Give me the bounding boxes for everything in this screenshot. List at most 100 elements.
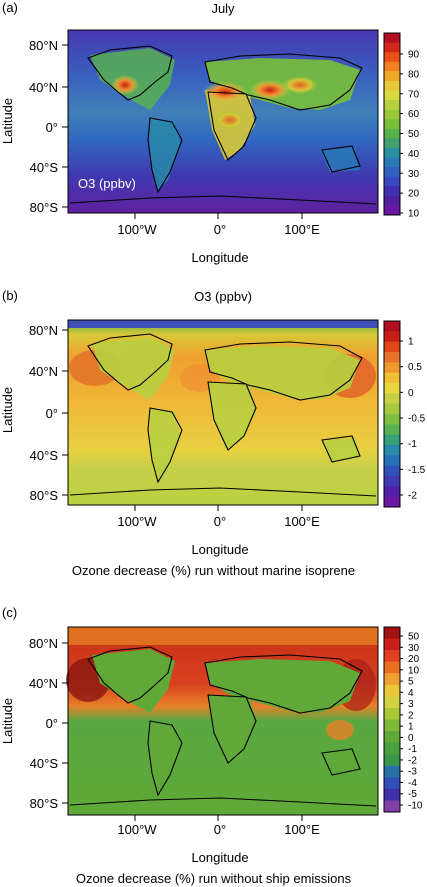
colorbar-tick-label: 80 bbox=[408, 69, 420, 80]
colorbar-tick-label: 70 bbox=[408, 89, 420, 100]
colorbar-segment bbox=[384, 434, 400, 446]
colorbar-segment bbox=[384, 52, 400, 63]
colorbar-tick-label: 20 bbox=[408, 189, 420, 200]
colorbar-segment bbox=[384, 777, 400, 790]
colorbar-border bbox=[383, 626, 401, 813]
colorbar-tick-label: 3 bbox=[408, 699, 414, 710]
colorbar-tick-label: -4 bbox=[408, 778, 417, 789]
colorbar-segment bbox=[384, 42, 400, 53]
colorbar-tick-label: -2 bbox=[408, 491, 417, 502]
colorbar-segment bbox=[384, 638, 400, 651]
colorbar-tick-label: -1 bbox=[408, 439, 417, 450]
x-axis-label: Longitude bbox=[191, 850, 248, 865]
y-tick-label: 0° bbox=[46, 406, 58, 421]
x-tick-label: 100°E bbox=[284, 222, 320, 237]
colorbar-segment bbox=[384, 352, 400, 363]
colorbar-tick-label: 2 bbox=[408, 710, 414, 721]
colorbar-tick-label: 20 bbox=[408, 654, 420, 665]
y-axis: 80°N 40°N 0° 40°S 80°S bbox=[29, 636, 68, 811]
y-axis-label: Latitude bbox=[0, 98, 15, 144]
map-chart: 80°N 40°N 0° 40°S 80°S Latitude 100°W 0°… bbox=[0, 626, 423, 865]
colorbar-tick-label: 40 bbox=[408, 149, 420, 160]
colorbar: 90 80 70 60 50 40 30 20 10 bbox=[383, 32, 420, 220]
colorbar-segment bbox=[384, 742, 400, 755]
x-tick-label: 100°E bbox=[284, 822, 320, 837]
y-tick-label: 80°S bbox=[30, 200, 59, 215]
inner-units-label: O3 (ppbv) bbox=[78, 176, 136, 191]
colorbar-segment bbox=[384, 800, 400, 813]
colorbar-segment bbox=[384, 100, 400, 111]
panel-b: (b) O3 (ppbv) bbox=[0, 288, 427, 588]
panel-caption: Ozone decrease (%) run without ship emis… bbox=[75, 871, 352, 886]
colorbar-segment bbox=[384, 90, 400, 101]
x-tick-label: 100°E bbox=[284, 514, 320, 529]
colorbar-segment bbox=[384, 650, 400, 663]
colorbar-tick-label: 5 bbox=[408, 677, 414, 688]
colorbar-tick-label: 60 bbox=[408, 109, 420, 120]
x-tick-label: 100°W bbox=[117, 514, 157, 529]
y-tick-label: 80°N bbox=[29, 323, 58, 338]
map-chart: 80°N 40°N 0° 40°S 80°S Latitude 100°W 0°… bbox=[0, 29, 420, 265]
y-tick-label: 40°N bbox=[29, 676, 58, 691]
colorbar-segment bbox=[384, 486, 400, 498]
panel-label: (b) bbox=[2, 288, 18, 303]
colorbar-segment bbox=[384, 455, 400, 467]
colorbar-tick-label: -2 bbox=[408, 755, 417, 766]
y-tick-label: 80°S bbox=[30, 488, 59, 503]
colorbar-segment bbox=[384, 754, 400, 767]
colorbar-segment bbox=[384, 765, 400, 778]
colorbar-tick-label: 30 bbox=[408, 169, 420, 180]
y-tick-label: 80°N bbox=[29, 636, 58, 651]
y-axis: 80°N 40°N 0° 40°S 80°S bbox=[29, 323, 68, 503]
colorbar-segment bbox=[384, 372, 400, 384]
panel-label: (c) bbox=[2, 605, 18, 620]
panel-caption: Ozone decrease (%) run without marine is… bbox=[71, 563, 356, 578]
y-tick-label: 80°S bbox=[30, 796, 59, 811]
y-tick-label: 80°N bbox=[29, 38, 58, 53]
map-area bbox=[66, 627, 378, 815]
colorbar-segment bbox=[384, 465, 400, 477]
colorbar-segment bbox=[384, 627, 400, 640]
colorbar-tick-label: -0.5 bbox=[408, 414, 426, 425]
colorbar-segment bbox=[384, 496, 400, 508]
map-area bbox=[68, 30, 378, 213]
colorbar-segment bbox=[384, 33, 400, 44]
x-tick-label: 100°W bbox=[117, 222, 157, 237]
x-axis: 100°W 0° 100°E bbox=[117, 213, 320, 237]
panel-c: (c) bbox=[0, 605, 427, 887]
panel-label: (a) bbox=[2, 0, 18, 15]
colorbar-segment bbox=[384, 696, 400, 709]
y-tick-label: 40°N bbox=[29, 364, 58, 379]
colorbar-segment bbox=[384, 341, 400, 353]
colorbar-segment bbox=[384, 167, 400, 178]
colorbar-tick-label: 1 bbox=[408, 722, 414, 733]
colorbar-segment bbox=[384, 186, 400, 197]
colorbar-segment bbox=[384, 673, 400, 686]
y-tick-label: 40°S bbox=[30, 160, 59, 175]
colorbar-segment bbox=[384, 119, 400, 130]
colorbar-segment bbox=[384, 383, 400, 394]
colorbar-segment bbox=[384, 321, 400, 332]
colorbar-tick-label: 4 bbox=[408, 688, 414, 699]
colorbar-segment bbox=[384, 362, 400, 374]
x-axis: 100°W 0° 100°E bbox=[117, 505, 320, 529]
colorbar-segment bbox=[384, 476, 400, 487]
colorbar-segment bbox=[384, 414, 400, 425]
colorbar-tick-label: 0 bbox=[408, 388, 414, 399]
colorbar-segment bbox=[384, 661, 400, 674]
colorbar-segment bbox=[384, 731, 400, 744]
y-axis-label: Latitude bbox=[0, 387, 15, 433]
colorbar-segment bbox=[384, 109, 400, 120]
colorbar-segment bbox=[384, 138, 400, 149]
y-axis: 80°N 40°N 0° 40°S 80°S bbox=[29, 38, 68, 215]
colorbar-border bbox=[383, 320, 401, 508]
colorbar-segment bbox=[384, 157, 400, 168]
colorbar: 1 0.5 0 -0.5 -1 -1.5 -2 bbox=[383, 320, 426, 508]
map-area bbox=[68, 320, 378, 505]
y-tick-label: 40°N bbox=[29, 80, 58, 95]
colorbar-tick-label: -5 bbox=[408, 789, 417, 800]
x-tick-label: 100°W bbox=[117, 822, 157, 837]
colorbar-segment bbox=[384, 61, 400, 72]
x-axis-label: Longitude bbox=[191, 542, 248, 557]
